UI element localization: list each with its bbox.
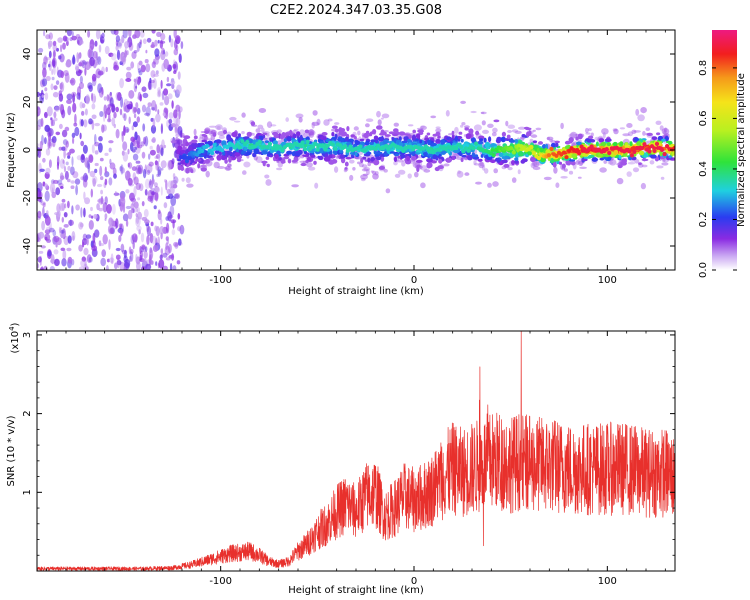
colorbar-gradient — [712, 30, 737, 270]
snr-y-tick-label: 2 — [22, 410, 33, 416]
spectrogram-x-label: Height of straight line (km) — [288, 286, 424, 297]
snr-x-tick-label: -100 — [209, 576, 232, 587]
colorbar: 0.0 0.2 0.4 0.6 0.8 Normalized spectral ampl… — [698, 30, 747, 278]
snr-y-multiplier: (x104) — [8, 322, 21, 353]
colorbar-label: Normalized spectral amplitude — [736, 73, 747, 227]
snr-y-label: SNR (10 * v/v) — [6, 415, 17, 486]
colorbar-tick-label: 0.4 — [698, 161, 709, 177]
colorbar-tick-label: 0.0 — [698, 262, 709, 278]
snr-y-tick-label: 3 — [22, 332, 33, 338]
spectrogram-x-tick-label: -100 — [209, 275, 232, 286]
snr-x-tick-label: 100 — [598, 576, 617, 587]
snr-plot-area — [37, 331, 675, 571]
figure-title: C2E2.2024.347.03.35.G08 — [270, 3, 442, 18]
spectrogram-heatmap — [37, 30, 675, 270]
colorbar-ticks: 0.0 0.2 0.4 0.6 0.8 — [698, 60, 737, 278]
spectrogram-y-tick-label: -40 — [22, 238, 33, 254]
spectrogram-x-ticks: -100 0 100 — [46, 30, 666, 286]
spectrogram-y-tick-label: -20 — [22, 190, 33, 206]
snr-series-line — [37, 331, 675, 571]
snr-y-ticks: 1 2 3 — [22, 332, 675, 556]
spectrogram-y-tick-label: 40 — [22, 48, 33, 61]
spectrogram-y-tick-label: 20 — [22, 96, 33, 109]
spectrogram-panel: -100 0 100 -40 -20 0 20 40 Height of straight … — [6, 29, 676, 297]
snr-x-label: Height of straight line (km) — [288, 585, 424, 596]
spectrogram-y-label: Frequency (Hz) — [6, 112, 17, 188]
snr-panel: -100 0 100 1 2 3 Height of straight line (km… — [6, 322, 676, 596]
spectrogram-x-tick-label: 100 — [598, 275, 617, 286]
spectrogram-x-tick-label: 0 — [411, 275, 417, 286]
colorbar-tick-label: 0.8 — [698, 60, 709, 76]
colorbar-tick-label: 0.2 — [698, 212, 709, 228]
snr-x-ticks: -100 0 100 — [46, 331, 666, 587]
spectrogram-y-ticks: -40 -20 0 20 40 — [22, 48, 675, 254]
spectrogram-y-tick-label: 0 — [22, 147, 33, 153]
colorbar-tick-label: 0.6 — [698, 110, 709, 126]
snr-x-tick-label: 0 — [411, 576, 417, 587]
snr-y-tick-label: 1 — [22, 489, 33, 495]
